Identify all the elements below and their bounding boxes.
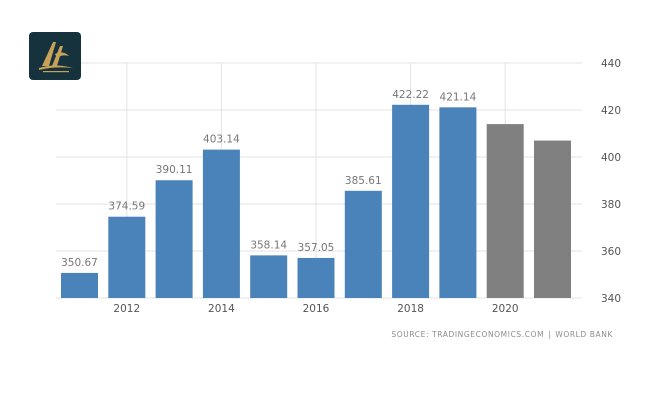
forecast-bar [486, 124, 524, 298]
y-tick-label: 340 [601, 293, 621, 305]
logo-mark-icon [39, 42, 73, 73]
bar-data-label: 403.14 [203, 134, 240, 146]
x-tick-label: 2012 [113, 303, 140, 315]
source-main: TRADINGECONOMICS.COM [432, 330, 545, 339]
bar [108, 216, 146, 298]
bar-data-label: 357.05 [298, 242, 335, 254]
source-note: SOURCE: TRADINGECONOMICS.COM | WORLD BANK [391, 330, 613, 339]
bar [61, 272, 98, 298]
bar-data-label: 350.67 [61, 257, 98, 269]
brand-logo [29, 32, 81, 80]
y-tick-label: 380 [601, 199, 621, 211]
bar-data-label: 374.59 [108, 201, 145, 213]
y-tick-label: 400 [601, 152, 621, 164]
bar-data-label: 385.61 [345, 175, 382, 187]
y-tick-label: 360 [601, 246, 621, 258]
bar [155, 180, 193, 298]
bar [392, 104, 430, 299]
bar [297, 257, 335, 298]
bar [250, 255, 288, 298]
y-tick-label: 440 [601, 58, 621, 70]
bar-data-label: 390.11 [156, 164, 193, 176]
source-separator: | [548, 330, 552, 339]
bar [202, 149, 240, 298]
bar [439, 107, 477, 298]
bar-data-label: 421.14 [440, 91, 477, 103]
x-tick-label: 2014 [208, 303, 235, 315]
x-tick-label: 2016 [303, 303, 330, 315]
source-secondary: WORLD BANK [555, 330, 613, 339]
forecast-bar [534, 140, 571, 298]
bar [344, 190, 382, 298]
y-tick-label: 420 [601, 105, 621, 117]
x-tick-label: 2018 [397, 303, 424, 315]
source-prefix: SOURCE: [391, 330, 433, 339]
bar-data-label: 422.22 [392, 89, 429, 101]
bar-data-label: 358.14 [250, 239, 287, 251]
x-tick-label: 2020 [492, 303, 519, 315]
